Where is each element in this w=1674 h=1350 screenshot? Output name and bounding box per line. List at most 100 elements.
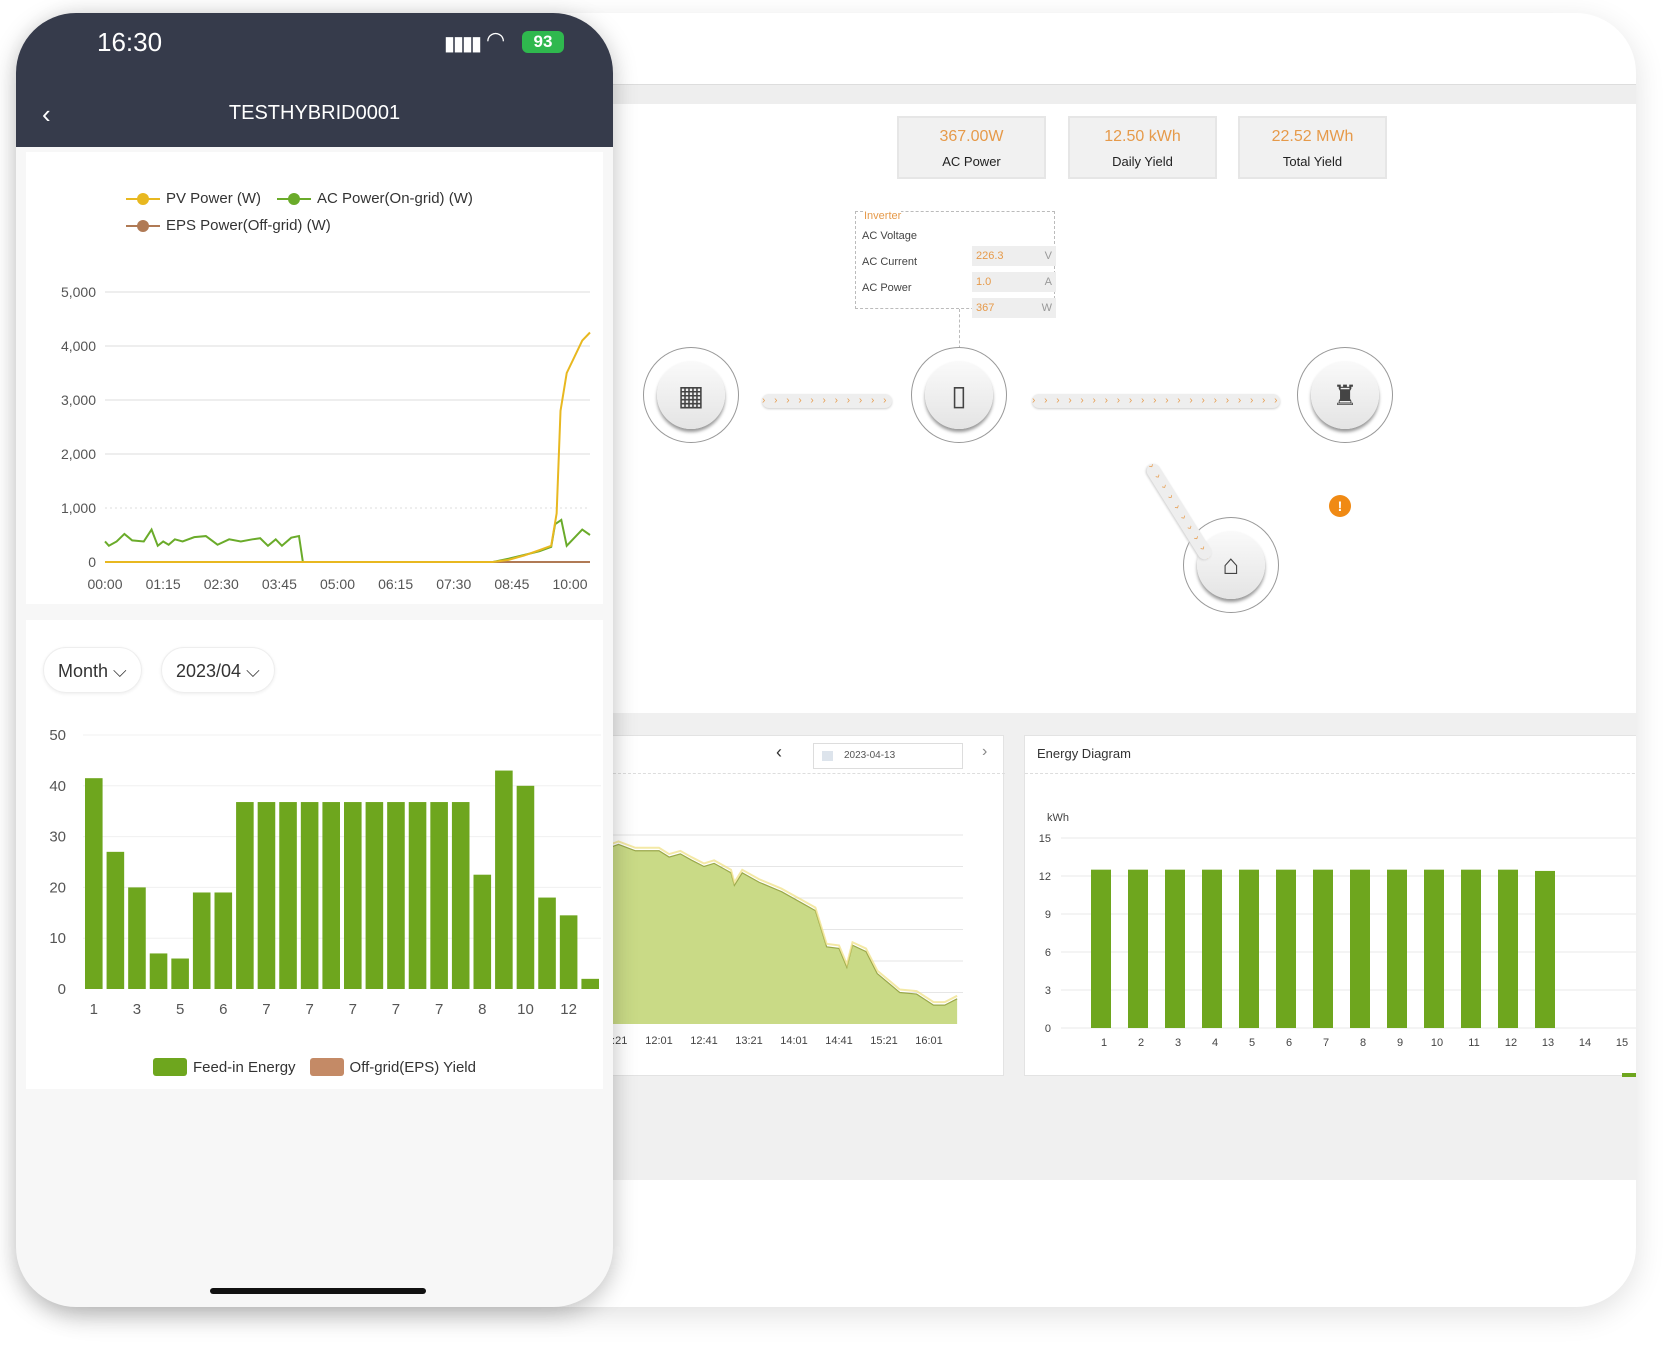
bar	[408, 802, 427, 989]
y-tick-label: 50	[49, 727, 66, 744]
x-tick-label: 10	[1431, 1037, 1443, 1049]
y-tick-label: 4,000	[61, 338, 96, 354]
row-label: AC Current	[862, 256, 918, 268]
x-tick-label: 7	[305, 1001, 313, 1018]
bar	[559, 915, 578, 989]
power-curve-card: ‹ 2023-04-13 › 11:21 12:01 12:41 13:21 14:01…	[612, 735, 1005, 1076]
row-field: 1.0 A	[972, 272, 1056, 292]
legend-item[interactable]: Off-grid(EPS) Yield	[309, 1058, 476, 1076]
x-tick-label: 12:41	[690, 1035, 718, 1047]
legend-item[interactable]: EPS Power(Off-grid) (W)	[126, 217, 331, 234]
inverter-node[interactable]: ▯	[911, 347, 1007, 443]
device-title: TESTHYBRID0001	[228, 102, 401, 124]
x-tick-label: 15:21	[870, 1035, 898, 1047]
x-tick-label: 14:01	[780, 1035, 808, 1047]
energy-diagram-card: Energy Diagram kWh 0 3 6 9 12 15 1 2 3 4 5 6 7 8 9 10 11 1…	[1024, 735, 1636, 1077]
bar	[387, 802, 405, 989]
row-unit: W	[1041, 302, 1052, 314]
y-tick-label: 0	[58, 981, 66, 998]
series-line	[104, 518, 591, 563]
connector-line	[959, 309, 960, 359]
solar-panel-icon: ▦	[657, 361, 725, 429]
month-dropdown[interactable]: 2023/04 ⌵	[161, 647, 275, 693]
legend-swatch	[152, 1058, 187, 1076]
y-axis-unit: kWh	[1047, 812, 1069, 824]
y-tick-label: 3,000	[61, 392, 96, 408]
legend-marker-icon	[126, 219, 160, 232]
x-tick-label: 13:21	[735, 1035, 763, 1047]
stat-label: AC Power	[942, 154, 1001, 169]
warning-icon[interactable]: !	[1329, 495, 1351, 517]
y-tick-label: 6	[1045, 947, 1051, 959]
bar	[1313, 869, 1333, 1028]
solar-node[interactable]: ▦	[643, 347, 739, 443]
date-picker[interactable]: 2023-04-13	[813, 743, 963, 769]
bar	[214, 892, 233, 989]
bar	[171, 958, 189, 989]
x-tick-label: 7	[349, 1001, 357, 1018]
bar	[1350, 869, 1370, 1028]
bar	[1276, 869, 1296, 1028]
x-tick-label: 15	[1616, 1037, 1628, 1049]
x-tick-label: 3	[133, 1001, 141, 1018]
inverter-row: AC Voltage 226.3 V	[862, 226, 1056, 266]
flow-to-home: › › › › › › › › › › › › › › › › › › › › …	[1144, 461, 1215, 562]
x-tick-label: 01:15	[146, 576, 181, 592]
x-tick-label: 7	[435, 1001, 443, 1018]
back-button[interactable]: ‹	[42, 99, 51, 129]
area-line	[613, 843, 958, 1006]
x-tick-label: 11:21	[613, 1035, 627, 1047]
prev-date-button[interactable]: ‹	[776, 742, 782, 762]
legend-item[interactable]: AC Power(On-grid) (W)	[277, 190, 473, 207]
y-tick-label: 0	[88, 554, 96, 570]
legend-label: Feed-in Energy	[192, 1058, 296, 1076]
x-tick-label: 10	[517, 1001, 534, 1018]
bar	[1202, 869, 1222, 1028]
bar	[344, 802, 362, 989]
legend-label: Off-grid(EPS) Yield	[349, 1058, 476, 1076]
bar	[1461, 869, 1481, 1028]
stat-card: 367.00W AC Power	[897, 116, 1046, 179]
grid-node[interactable]: ♜	[1297, 347, 1393, 443]
home-indicator	[210, 1288, 426, 1294]
row-value: 226.3	[976, 250, 1004, 262]
inverter-row: AC Power 367 W	[862, 278, 1056, 318]
legend-item[interactable]: Feed-in Energy	[152, 1058, 296, 1076]
power-line-chart: 0 1,000 2,000 3,000 4,000 5,000 00:00 01:15 02:3…	[61, 284, 591, 592]
x-tick-label: 16:01	[915, 1035, 943, 1047]
flow-inverter-grid: › › › › › › › › › › › › › › › › › › › › …	[1032, 394, 1280, 408]
bar	[149, 953, 168, 989]
date-value: 2023-04-13	[844, 750, 896, 761]
next-date-button[interactable]: ›	[982, 743, 988, 760]
row-value: 367	[976, 302, 995, 314]
x-tick-label: 6	[219, 1001, 227, 1018]
bar	[365, 802, 384, 989]
x-tick-label: 6	[1286, 1037, 1292, 1049]
y-tick-label: 3	[1045, 985, 1051, 997]
y-tick-label: 0	[1045, 1023, 1051, 1035]
y-tick-label: 10	[49, 930, 66, 947]
bar	[1239, 869, 1259, 1028]
x-tick-label: 12	[1505, 1037, 1517, 1049]
legend-marker-icon	[126, 192, 160, 205]
x-tick-label: 10:00	[552, 576, 587, 592]
legend-label: AC Power(On-grid) (W)	[317, 190, 473, 207]
x-tick-label: 8	[1360, 1037, 1366, 1049]
period-dropdown[interactable]: Month ⌵	[43, 647, 142, 693]
status-time: 16:30	[97, 27, 163, 57]
x-tick-label: 5	[176, 1001, 184, 1018]
flow-solar-inverter: › › › › › › › › › › › › › › › › › › › › …	[762, 394, 892, 408]
bar	[300, 802, 319, 989]
x-tick-label: 14	[1579, 1037, 1591, 1049]
x-tick-label: 00:00	[87, 576, 122, 592]
stat-label: Daily Yield	[1112, 154, 1173, 169]
series-line	[105, 331, 591, 563]
legend-item[interactable]: PV Power (W)	[126, 190, 261, 207]
inverter-title: Inverter	[864, 210, 902, 222]
row-label: AC Power	[862, 282, 912, 294]
bar	[279, 802, 297, 989]
x-tick-label: 7	[392, 1001, 400, 1018]
stat-value: 367.00W	[939, 128, 1004, 145]
row-label: AC Voltage	[862, 230, 918, 242]
